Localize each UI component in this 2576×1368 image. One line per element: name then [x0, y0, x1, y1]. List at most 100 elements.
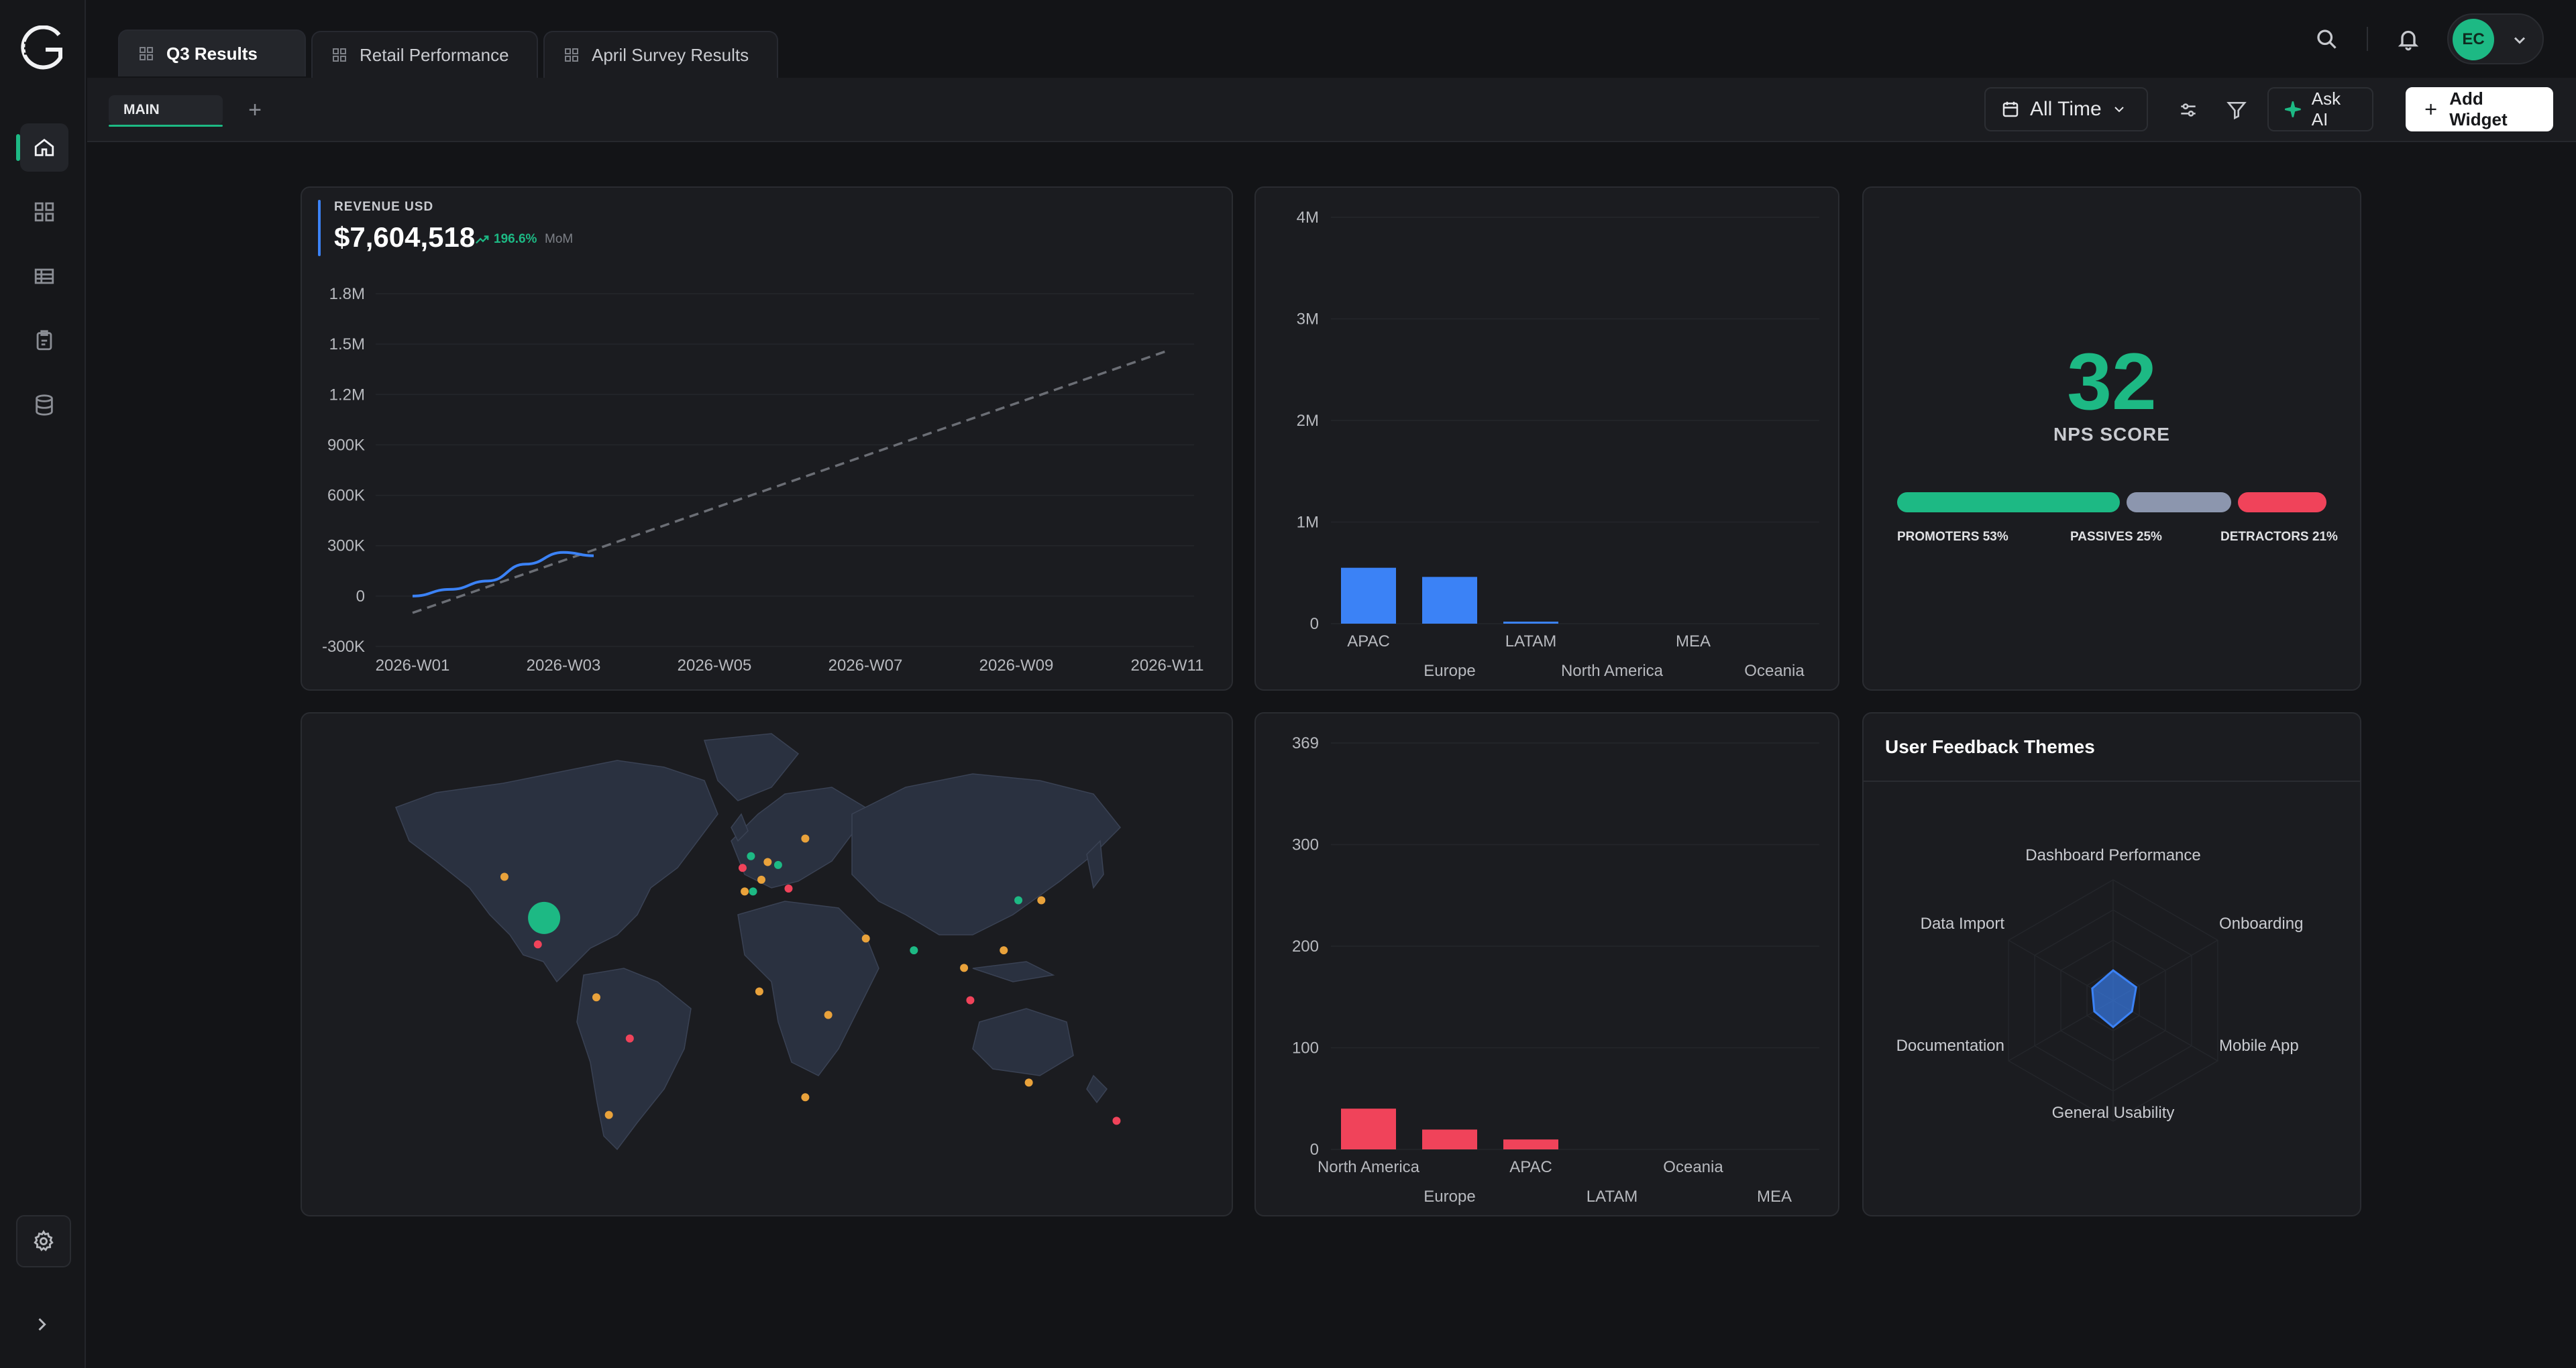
map-point: [1014, 896, 1023, 905]
x-tick-label: 2026-W11: [1131, 657, 1204, 675]
calendar-icon: [2002, 101, 2019, 117]
sidebar-item-surveys[interactable]: [20, 317, 68, 365]
gear-icon: [34, 1230, 54, 1251]
y-tick-label: 300: [1292, 836, 1319, 854]
plus-icon: [2425, 104, 2436, 115]
promoters-bar: [1897, 492, 2120, 512]
radar-area: [2091, 969, 2137, 1029]
x-tick-label: APAC: [1347, 632, 1390, 650]
passives-label: PASSIVES 25%: [2070, 530, 2162, 544]
bar: [1341, 1108, 1396, 1149]
search-button[interactable]: [2313, 25, 2340, 52]
x-tick-label: 2026-W01: [376, 657, 450, 675]
expand-sidebar-button[interactable]: [28, 1311, 55, 1338]
y-tick-label: 2M: [1297, 412, 1319, 430]
bar: [1422, 1129, 1477, 1149]
y-tick-label: 1.8M: [329, 285, 365, 303]
x-tick-label: Europe: [1424, 662, 1475, 680]
map-point: [747, 852, 755, 860]
bar: [1422, 577, 1477, 624]
map-point: [592, 993, 600, 1002]
greenland: [703, 733, 800, 801]
filter-button[interactable]: [2223, 97, 2250, 123]
y-tick-label: 0: [1310, 1141, 1319, 1159]
revenue-card[interactable]: REVENUE USD $7,604,518 196.6% MoM 1.8M 1.…: [301, 186, 1233, 691]
map-point: [604, 1110, 613, 1119]
sidebar-item-tables[interactable]: [20, 252, 68, 300]
japan: [1086, 840, 1104, 889]
responses-by-region-card[interactable]: 369 300 200 100 0 North America Europe APAC LATA…: [1254, 712, 1839, 1216]
map-point: [801, 834, 810, 843]
nps-card[interactable]: 32 NPS SCORE PROMOTERS 53% PASSIVES 25% …: [1862, 186, 2361, 691]
adjustments-button[interactable]: [2175, 97, 2202, 123]
map-point: [801, 1093, 810, 1102]
indonesia: [972, 961, 1055, 982]
new-zealand: [1086, 1074, 1108, 1104]
kpi-change-period: MoM: [545, 232, 574, 246]
sidebar-item-dashboards[interactable]: [20, 188, 68, 236]
australia: [972, 1008, 1074, 1076]
sidebar-item-data-sources[interactable]: [20, 381, 68, 429]
x-tick-label: Oceania: [1663, 1158, 1723, 1176]
table-icon: [34, 268, 54, 284]
kpi-accent: [318, 200, 321, 256]
y-tick-label: 300K: [327, 537, 365, 555]
search-icon: [2317, 30, 2337, 49]
x-tick-label: 2026-W09: [979, 657, 1054, 675]
sidebar-item-home[interactable]: [20, 123, 68, 172]
ask-ai-button[interactable]: Ask AI: [2267, 87, 2373, 131]
map-point: [749, 887, 757, 896]
bar: [1503, 621, 1558, 624]
notifications-button[interactable]: [2395, 25, 2422, 52]
time-range-select[interactable]: All Time: [1984, 87, 2148, 131]
x-tick-label: LATAM: [1587, 1188, 1638, 1206]
tab-label: April Survey Results: [592, 44, 749, 65]
passives-bar: [2126, 492, 2232, 512]
bar: [1503, 1139, 1558, 1149]
world-map-card[interactable]: [301, 712, 1233, 1216]
settings-button[interactable]: [16, 1215, 71, 1267]
x-tick-label: MEA: [1676, 632, 1711, 650]
tab-april-survey-results[interactable]: April Survey Results: [543, 31, 778, 78]
promoters-label: PROMOTERS 53%: [1897, 530, 2008, 544]
europe: [731, 787, 866, 889]
map-point: [738, 864, 747, 872]
map-point: [824, 1011, 833, 1019]
radar-axis-label: Dashboard Performance: [2025, 846, 2201, 864]
time-range-value: All Time: [2030, 98, 2102, 120]
add-subtab-button[interactable]: +: [248, 97, 262, 123]
database-icon: [36, 394, 53, 416]
x-tick-label: North America: [1318, 1158, 1420, 1176]
x-tick-label: MEA: [1757, 1188, 1792, 1206]
user-menu[interactable]: EC: [2447, 13, 2544, 64]
revenue-line-chart: 1.8M 1.5M 1.2M 900K 600K 300K 0 -300K 2026-W01 20…: [322, 285, 1204, 675]
y-tick-label: -300K: [322, 638, 365, 656]
map-points: [500, 834, 1121, 1125]
radar-axis-label: Onboarding: [2219, 915, 2304, 933]
x-tick-label: LATAM: [1505, 632, 1556, 650]
logo-icon[interactable]: [19, 25, 66, 72]
x-tick-label: 2026-W05: [678, 657, 752, 675]
y-tick-label: 3M: [1297, 310, 1319, 329]
x-tick-label: Europe: [1424, 1188, 1475, 1206]
ask-ai-label: Ask AI: [2311, 89, 2341, 129]
subtab-main[interactable]: MAIN: [109, 95, 223, 125]
add-widget-button[interactable]: Add Widget: [2406, 87, 2553, 131]
sliders-icon: [2181, 103, 2196, 117]
tab-retail-performance[interactable]: Retail Performance: [311, 31, 538, 78]
trend-up-icon: [476, 235, 489, 244]
y-tick-label: 0: [356, 587, 365, 606]
tab-q3-results[interactable]: Q3 Results: [118, 30, 306, 76]
revenue-by-region-card[interactable]: 4M 3M 2M 1M 0 APAC Europe LATAM North America MEA…: [1254, 186, 1839, 691]
map-point: [755, 987, 763, 996]
feedback-themes-card[interactable]: User Feedback Themes Dashboard Performan…: [1862, 712, 2361, 1216]
map-point: [1037, 896, 1046, 905]
chevron-down-icon: [2114, 107, 2124, 113]
kpi-change: 196.6%: [475, 232, 537, 247]
south-america: [576, 968, 692, 1151]
y-tick-label: 369: [1292, 734, 1319, 752]
map-point: [960, 964, 969, 972]
avatar: EC: [2453, 19, 2494, 60]
map-point: [1112, 1117, 1121, 1125]
